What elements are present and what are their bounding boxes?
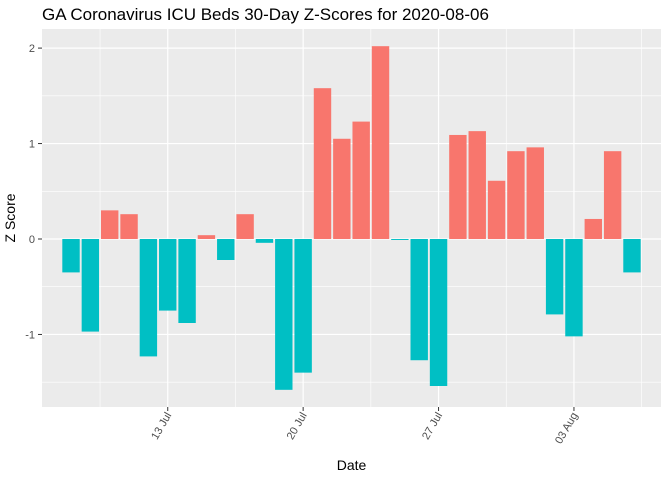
bar (526, 147, 544, 239)
bar (255, 239, 274, 243)
bar (236, 214, 254, 239)
x-tick-label: 03 Aug (553, 411, 581, 447)
bar (100, 210, 119, 239)
bar (391, 239, 409, 240)
bar (217, 239, 235, 260)
bar (313, 88, 332, 239)
x-tick-label: 13 Jul (149, 411, 174, 442)
bar (468, 131, 486, 239)
bar (584, 218, 603, 239)
bar (197, 235, 216, 239)
y-tick-label: 2 (29, 43, 35, 55)
bars (62, 46, 641, 390)
bar (623, 239, 641, 273)
bar (120, 214, 138, 239)
bar (62, 239, 80, 273)
y-tick-label: 1 (29, 139, 35, 151)
y-tick-label: 0 (29, 234, 35, 246)
bar (275, 239, 293, 390)
x-axis-title: Date (337, 457, 367, 473)
bar (487, 180, 506, 239)
bar (178, 239, 196, 323)
bar (410, 239, 428, 361)
bar (139, 239, 158, 357)
bar (449, 134, 467, 239)
bar (294, 239, 312, 373)
x-tick-label: 20 Jul (285, 411, 310, 442)
y-axis: -1 0 1 2 (25, 43, 42, 341)
bar (565, 239, 583, 337)
chart-title: GA Coronavirus ICU Beds 30-Day Z-Scores … (42, 5, 489, 24)
bar (81, 239, 100, 332)
bar (333, 138, 351, 239)
y-axis-title: Z Score (2, 193, 18, 242)
bar (159, 239, 177, 311)
bar (371, 46, 390, 239)
bar (352, 121, 370, 239)
x-axis: 13 Jul 20 Jul 27 Jul 03 Aug (149, 407, 581, 447)
bar (545, 239, 564, 315)
bar (429, 239, 448, 386)
bar (507, 151, 525, 239)
bar (603, 151, 622, 239)
x-tick-label: 27 Jul (420, 411, 445, 442)
y-tick-label: -1 (25, 329, 35, 341)
